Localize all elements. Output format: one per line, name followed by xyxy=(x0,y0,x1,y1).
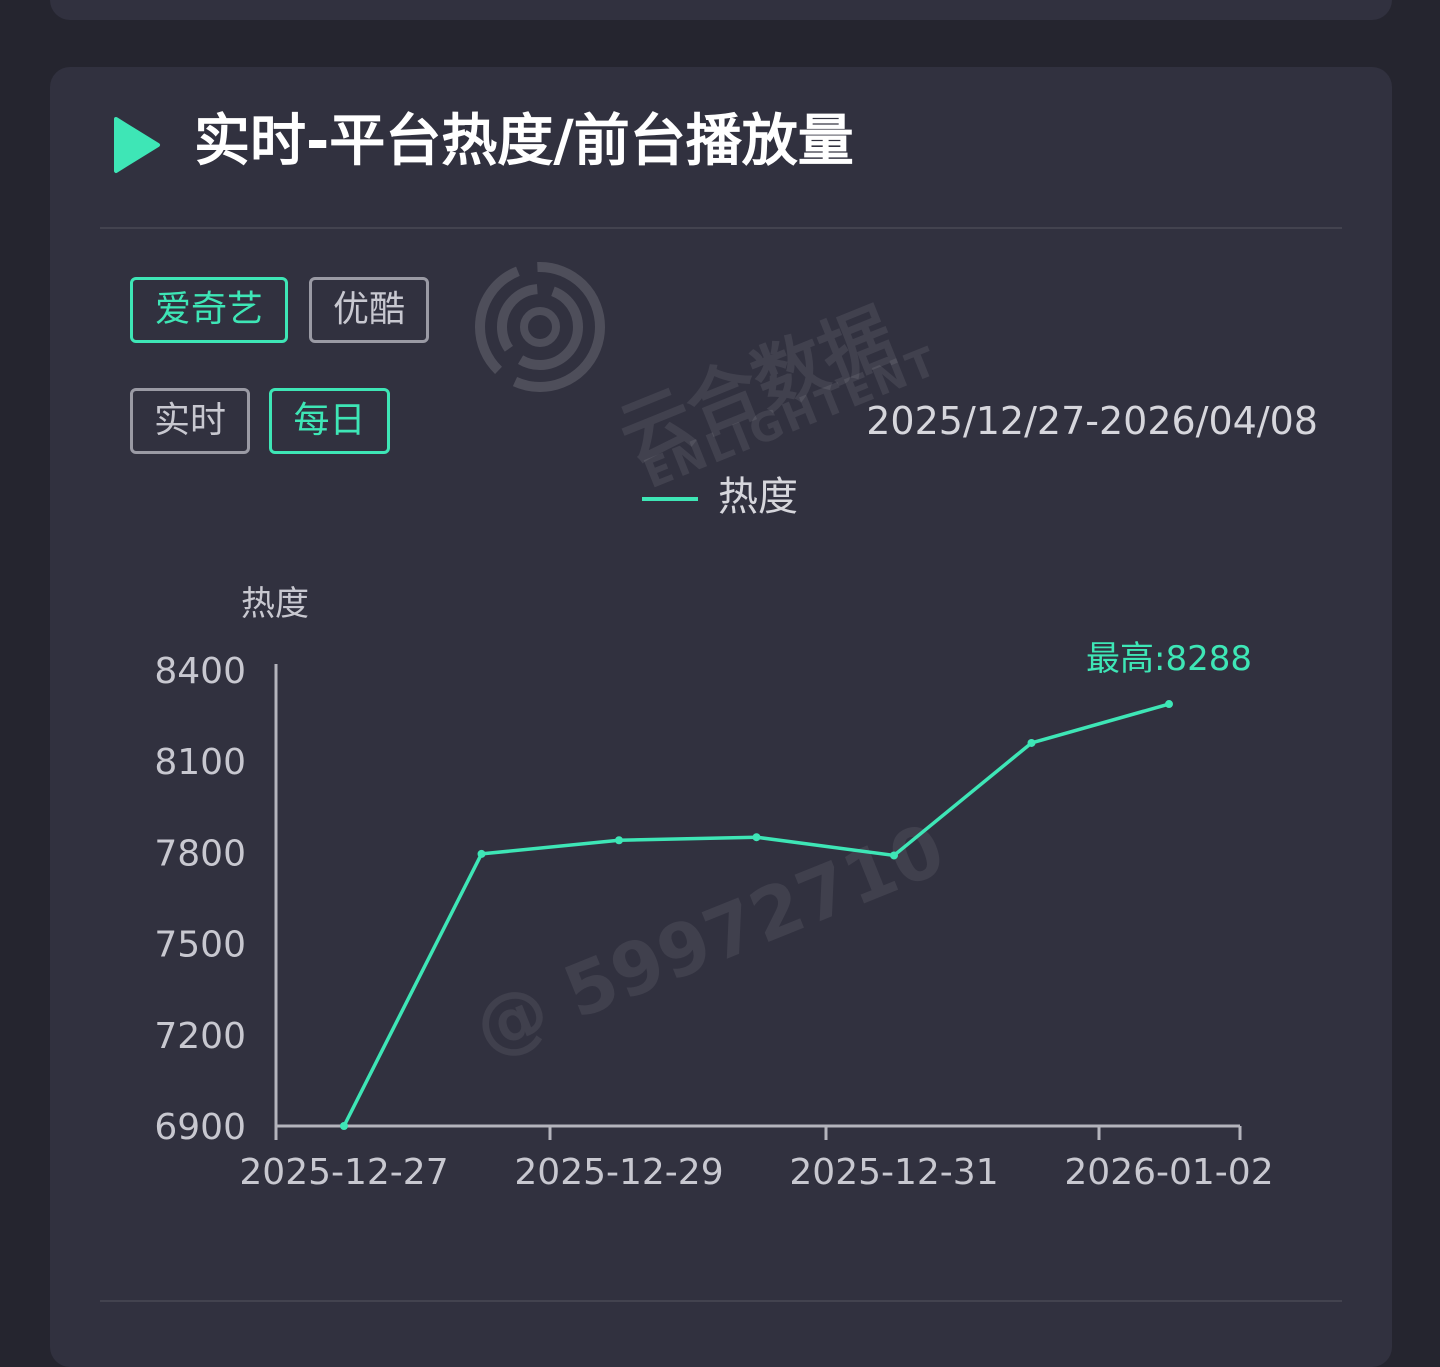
date-range: 2025/12/27-2026/04/08 xyxy=(866,399,1318,443)
tab-youku[interactable]: 优酷 xyxy=(309,277,429,343)
data-point xyxy=(340,1122,348,1130)
y-tick-label: 7500 xyxy=(154,925,246,966)
x-tick-label: 2026-01-02 xyxy=(1064,1152,1273,1193)
data-point xyxy=(890,851,898,860)
y-tick-label: 8100 xyxy=(154,742,246,783)
y-tick-label: 8400 xyxy=(154,651,246,692)
data-point xyxy=(1027,738,1036,747)
section-title: 实时-平台热度/前台播放量 xyxy=(194,109,854,174)
x-tick-label: 2025-12-31 xyxy=(789,1152,998,1193)
tab-daily[interactable]: 每日 xyxy=(269,388,390,454)
legend-line-icon xyxy=(642,497,698,501)
y-tick-label: 7200 xyxy=(154,1016,246,1057)
tab-realtime[interactable]: 实时 xyxy=(130,388,250,454)
series-line-heat xyxy=(342,702,1170,1127)
max-annotation: 最高:8288 xyxy=(1086,639,1252,679)
y-tick-label: 6900 xyxy=(154,1107,246,1148)
data-point xyxy=(752,833,761,842)
legend-label: 热度 xyxy=(718,474,798,520)
data-point xyxy=(477,849,486,858)
footer-divider xyxy=(100,1300,1342,1302)
previous-card xyxy=(50,0,1392,20)
x-tick-label: 2025-12-27 xyxy=(239,1152,448,1193)
heat-card: 实时-平台热度/前台播放量 爱奇艺 优酷 实时 每日 2025/12/27-20… xyxy=(50,67,1392,1367)
play-icon xyxy=(114,117,160,173)
header-divider xyxy=(100,227,1342,229)
x-tick-label: 2025-12-29 xyxy=(514,1152,723,1193)
data-point xyxy=(1165,700,1173,709)
y-axis-title: 热度 xyxy=(241,584,309,624)
y-tick-label: 7800 xyxy=(154,833,246,874)
tab-iqiyi[interactable]: 爱奇艺 xyxy=(130,277,288,343)
watermark-logo-icon xyxy=(475,262,605,392)
heat-line-chart: 热度 6900 7200 7500 7800 8100 8400 2025-12-27 2025… xyxy=(154,584,1273,1193)
data-point xyxy=(615,836,623,845)
